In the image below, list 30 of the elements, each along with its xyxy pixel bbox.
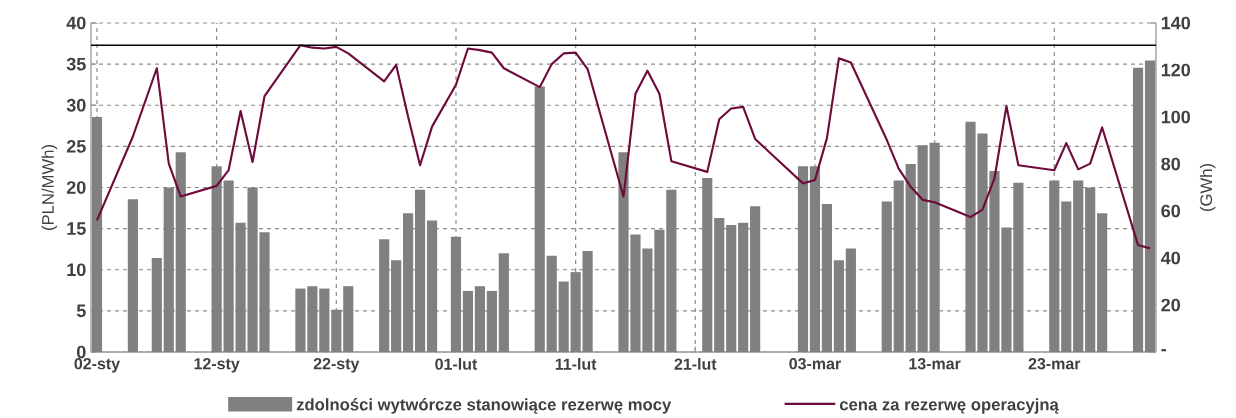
y-tick-label: 20	[66, 181, 86, 194]
y-tick-label: 30	[66, 98, 86, 112]
y-tick-label: 40	[66, 16, 86, 30]
y-tick-label: 10	[67, 263, 86, 277]
y2-tick-label: 40	[1160, 251, 1180, 265]
legend-label: cena za rezerwę operacyjną	[839, 398, 1059, 414]
x-tick-label: 13-mar	[909, 358, 961, 370]
y2-tick-label: 80	[1161, 157, 1180, 171]
y-axis-title: (PLN/MWh)	[41, 145, 58, 230]
y-tick-label: 25	[66, 140, 86, 153]
x-tick-label: 03-mar	[789, 358, 841, 370]
x-tick-label: 21-lut	[674, 358, 717, 370]
y2-tick-label: -	[1161, 349, 1166, 352]
x-tick-label: 11-lut	[555, 358, 597, 370]
y2-tick-label: 120	[1161, 63, 1191, 77]
x-tick-label: 12-sty	[194, 358, 240, 373]
y-tick-label: 0	[76, 345, 86, 359]
x-tick-label: 01-lut	[435, 358, 478, 370]
y2-tick-label: 140	[1161, 16, 1191, 30]
x-tick-label: 23-mar	[1028, 358, 1081, 370]
y2-axis-title: (GWh)	[1199, 164, 1216, 212]
y2-tick-label: 60	[1161, 204, 1180, 218]
legend-label: zdolności wytwórcze stanowiące rezerwę mocy	[296, 398, 672, 414]
y2-tick-label: 100	[1161, 110, 1191, 124]
x-tick-label: 02-sty	[74, 358, 121, 373]
y-tick-label: 15	[67, 222, 86, 235]
x-tick-label: 22-sty	[313, 358, 360, 373]
y-tick-label: 5	[76, 304, 86, 318]
y-tick-label: 35	[66, 57, 86, 71]
y2-tick-label: 20	[1161, 298, 1180, 312]
